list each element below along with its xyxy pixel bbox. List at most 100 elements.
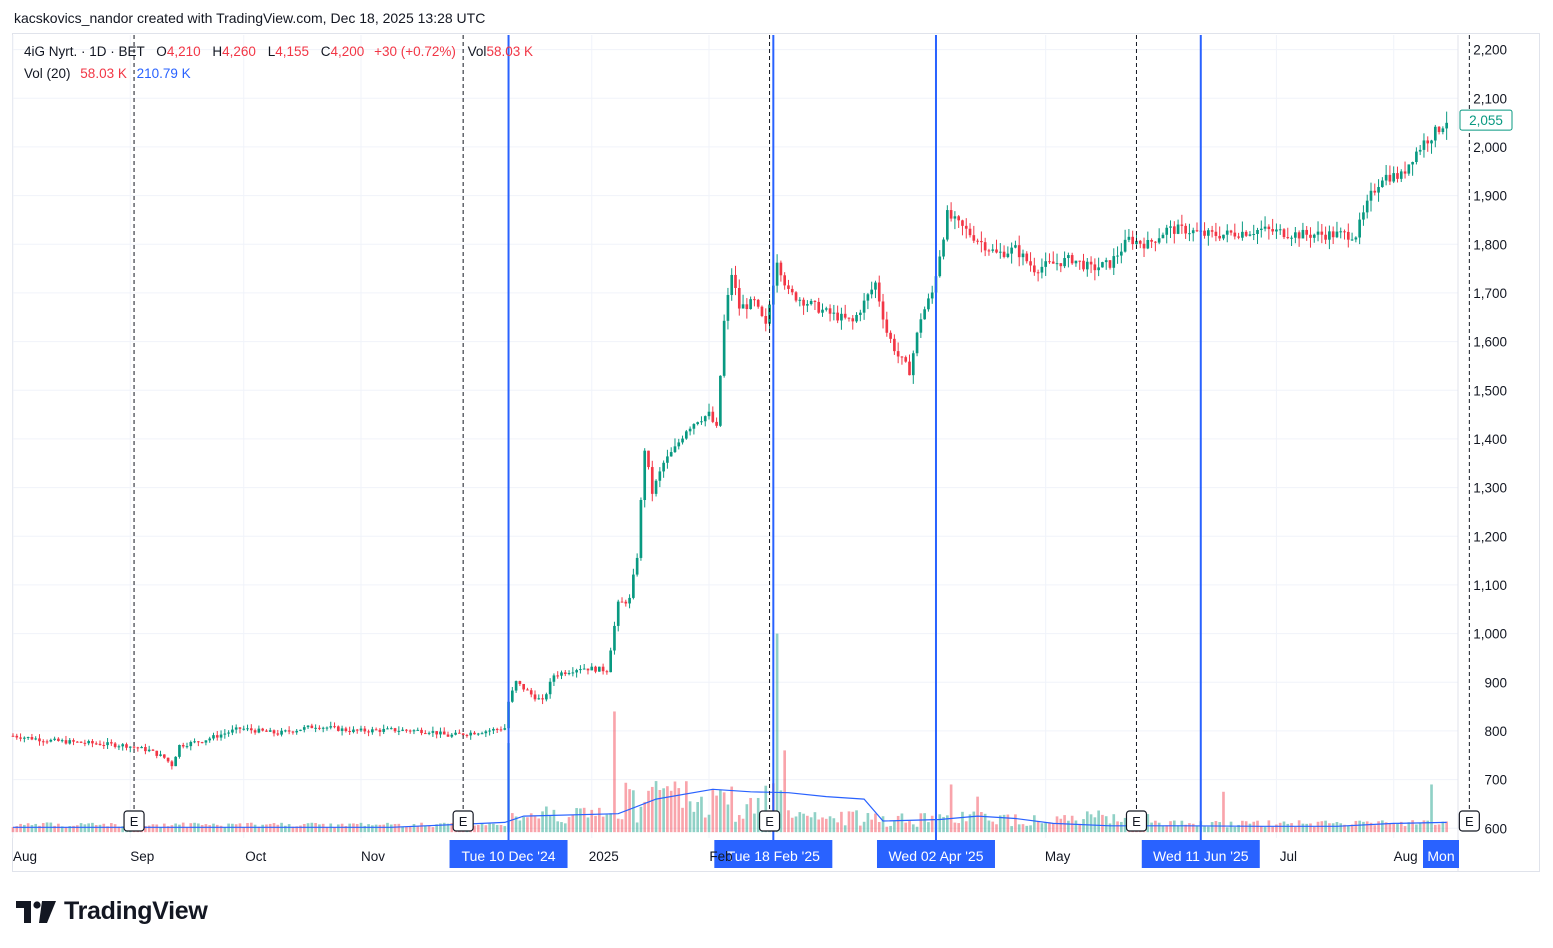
candle-body bbox=[1248, 234, 1252, 236]
candle-body bbox=[1014, 245, 1017, 248]
volume-bar bbox=[817, 819, 821, 833]
candle-body bbox=[1411, 162, 1414, 165]
volume-bar bbox=[253, 824, 257, 833]
volume-bar bbox=[545, 806, 548, 833]
candle-body bbox=[582, 668, 586, 670]
candle-body bbox=[597, 666, 601, 672]
grid-lines bbox=[12, 35, 1459, 872]
volume-bar bbox=[915, 826, 919, 833]
candle-body bbox=[991, 249, 995, 251]
candle-body bbox=[60, 740, 64, 742]
candle-body bbox=[696, 422, 699, 425]
volume-bar bbox=[696, 802, 699, 833]
volume-bar bbox=[431, 827, 435, 833]
time-tick-label: Oct bbox=[245, 849, 266, 864]
time-tick-label: 2025 bbox=[589, 849, 619, 864]
candle-body bbox=[234, 727, 238, 730]
candle-body bbox=[1180, 224, 1184, 226]
volume-bar bbox=[1195, 826, 1199, 833]
volume-bar bbox=[1331, 823, 1335, 833]
volume-bar bbox=[730, 786, 734, 833]
candle-body bbox=[1286, 237, 1290, 239]
candle-body bbox=[1244, 231, 1248, 236]
candle-body bbox=[1161, 234, 1165, 239]
date-marker-label: Wed 11 Jun '25 bbox=[1153, 848, 1249, 864]
volume-bar bbox=[946, 815, 949, 833]
candle-body bbox=[488, 730, 491, 732]
volume-bar bbox=[787, 810, 790, 833]
candle-body bbox=[972, 235, 976, 241]
volume-bar bbox=[1191, 823, 1195, 833]
price-tick-label: 1,500 bbox=[1473, 383, 1507, 398]
volume-bar bbox=[1006, 814, 1010, 833]
candle-body bbox=[181, 744, 185, 747]
candle-body bbox=[1207, 230, 1210, 236]
candle-body bbox=[673, 446, 677, 453]
legend-symbol[interactable]: 4iG Nyrt. · 1D · BET bbox=[24, 44, 145, 59]
volume-bar bbox=[1415, 824, 1418, 833]
volume-bar bbox=[23, 824, 26, 833]
candle-body bbox=[75, 741, 79, 743]
earnings-badge bbox=[1458, 810, 1480, 832]
volume-bar bbox=[1085, 811, 1089, 833]
volume-bar bbox=[700, 796, 703, 833]
candle-body bbox=[355, 729, 359, 731]
tradingview-logo[interactable]: TradingView bbox=[16, 897, 208, 926]
volume-bar bbox=[1048, 822, 1051, 833]
candle-body bbox=[620, 601, 624, 603]
volume-bar bbox=[677, 788, 681, 833]
volume-bar bbox=[1218, 822, 1222, 833]
volume-bar bbox=[1316, 821, 1320, 833]
candle-body bbox=[72, 740, 75, 742]
volume-bar bbox=[806, 815, 809, 833]
volume-bar bbox=[231, 823, 234, 833]
volume-bar bbox=[1275, 824, 1278, 833]
volume-bar bbox=[159, 827, 162, 833]
candle-body bbox=[548, 681, 552, 695]
volume-bar bbox=[1365, 821, 1369, 833]
volume-bar bbox=[968, 814, 972, 833]
volume-bar bbox=[556, 821, 560, 833]
volume-bar bbox=[1074, 820, 1078, 833]
volume-bar bbox=[866, 813, 870, 833]
candle-body bbox=[911, 353, 915, 376]
candle-body bbox=[1188, 233, 1191, 235]
candle-body bbox=[1294, 232, 1297, 238]
volume-bar bbox=[408, 825, 412, 833]
volume-bar bbox=[976, 796, 979, 833]
volume-bar bbox=[586, 817, 590, 833]
volume-bar bbox=[726, 804, 730, 833]
volume-bar bbox=[276, 824, 280, 833]
candle-body bbox=[783, 275, 786, 286]
candle-body bbox=[1312, 234, 1316, 238]
candle-body bbox=[246, 728, 249, 730]
candle-body bbox=[930, 292, 934, 299]
volume-bar bbox=[529, 813, 533, 833]
volume-bar bbox=[420, 822, 423, 833]
candle-body bbox=[1339, 231, 1343, 233]
volume-bar bbox=[1294, 827, 1297, 833]
candle-body bbox=[987, 250, 991, 252]
tradingview-brand: TradingView bbox=[64, 897, 208, 925]
legend-vol20-label[interactable]: Vol (20) bbox=[24, 66, 71, 81]
chart-attribution: kacskovics_nandor created with TradingVi… bbox=[14, 10, 486, 26]
volume-bar bbox=[1184, 824, 1187, 833]
volume-bar bbox=[1354, 820, 1358, 833]
candle-body bbox=[1399, 171, 1403, 179]
candle-body bbox=[1335, 231, 1339, 238]
candle-body bbox=[1263, 226, 1267, 229]
volume-bar bbox=[908, 820, 911, 833]
volume-bar bbox=[571, 814, 575, 833]
candle-body bbox=[465, 735, 469, 737]
volume-bar bbox=[896, 815, 900, 833]
time-axis[interactable]: Aug Sep Oct Nov 2025 Feb May Jul Aug bbox=[13, 849, 1418, 864]
price-axis[interactable]: 600 700 800 900 1,000 1,100 1,200 1,300 1,400 1,5… bbox=[1473, 43, 1507, 837]
legend-high-value: 4,260 bbox=[222, 44, 256, 59]
volume-bar bbox=[268, 823, 272, 833]
volume-bar bbox=[904, 822, 908, 833]
price-tick-label: 1,700 bbox=[1473, 286, 1507, 301]
volume-bar bbox=[560, 822, 563, 833]
earnings-badge-label: E bbox=[765, 814, 774, 829]
volume-bar bbox=[336, 824, 340, 833]
